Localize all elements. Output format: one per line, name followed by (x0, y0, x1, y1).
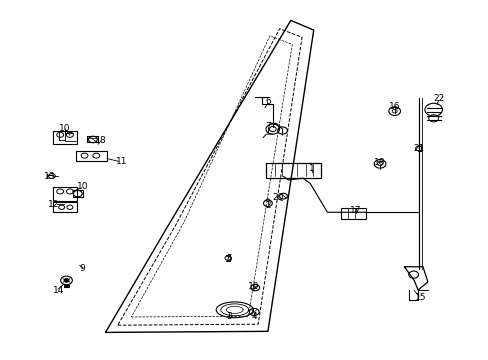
Text: 17: 17 (349, 206, 361, 215)
Text: 19: 19 (247, 282, 259, 291)
Text: 7: 7 (264, 122, 270, 131)
Bar (53, 131, 77, 144)
Bar (53, 187, 77, 201)
Text: 2: 2 (264, 201, 270, 210)
Text: 12: 12 (47, 200, 59, 209)
Text: 15: 15 (414, 293, 426, 302)
Text: 6: 6 (264, 97, 270, 106)
Text: 14: 14 (52, 286, 64, 295)
Text: 10: 10 (59, 123, 71, 132)
Bar (340, 208, 366, 220)
Text: 4: 4 (251, 312, 257, 321)
Text: 13: 13 (43, 172, 55, 181)
Text: 22: 22 (432, 94, 443, 103)
Text: 8: 8 (99, 136, 105, 145)
Text: 1: 1 (308, 164, 314, 173)
Text: 9: 9 (80, 265, 85, 274)
Text: 20: 20 (271, 193, 283, 202)
Text: 18: 18 (373, 158, 385, 167)
Text: 16: 16 (388, 102, 400, 111)
Bar (266, 163, 321, 178)
Text: 10: 10 (77, 182, 88, 191)
Circle shape (64, 279, 69, 282)
Text: 3: 3 (225, 312, 231, 321)
Text: 5: 5 (225, 254, 231, 263)
Bar (76, 150, 106, 161)
Bar (53, 202, 77, 212)
Text: 21: 21 (412, 144, 424, 153)
Text: 11: 11 (116, 157, 127, 166)
